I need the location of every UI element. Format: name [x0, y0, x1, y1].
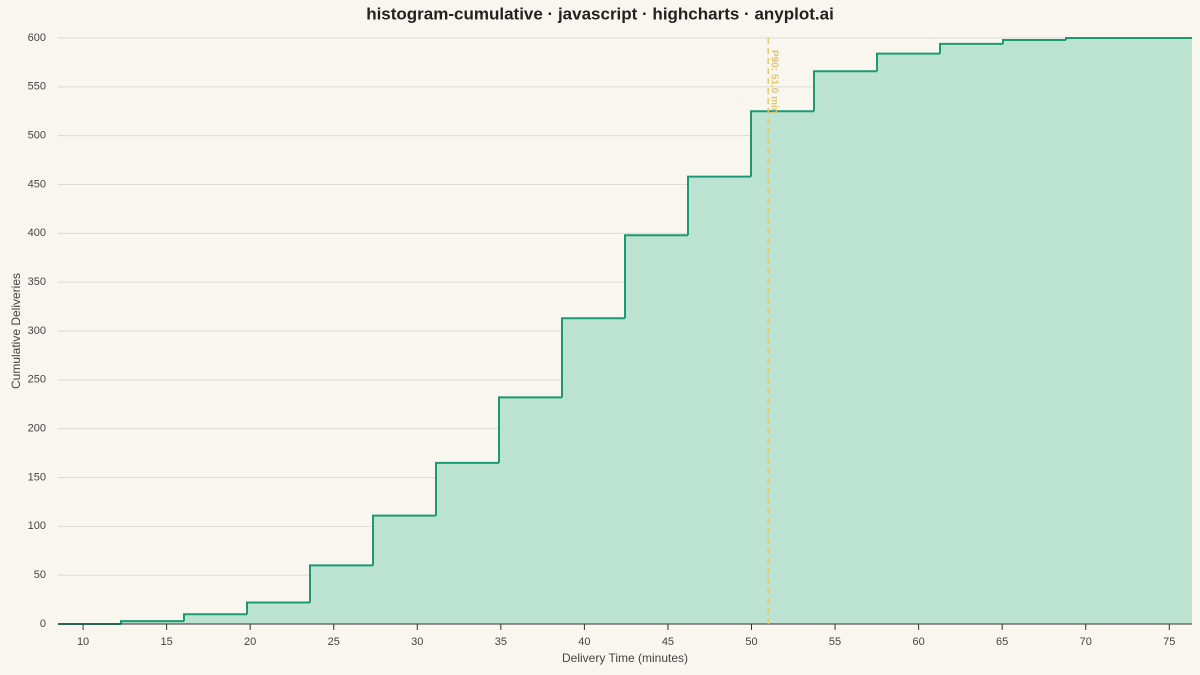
x-axis-title: Delivery Time (minutes) — [562, 651, 688, 665]
y-tick-label: 350 — [28, 276, 46, 288]
bar — [877, 53, 940, 625]
y-tick-label: 600 — [28, 32, 46, 44]
step-line — [498, 396, 562, 463]
step-line — [750, 110, 814, 177]
y-tick-label: 0 — [40, 618, 46, 630]
step-line — [1065, 37, 1129, 40]
bar — [184, 614, 247, 624]
x-tick-label: 70 — [1080, 636, 1092, 648]
x-tick-label: 10 — [77, 636, 89, 648]
step-line — [372, 514, 436, 566]
bar — [247, 602, 310, 624]
step-line — [183, 613, 247, 622]
step-line — [246, 601, 310, 615]
x-tick-label: 60 — [912, 636, 924, 648]
y-tick-label: 50 — [34, 569, 46, 581]
bar — [121, 621, 184, 624]
x-tick-label: 20 — [244, 636, 256, 648]
bar — [1129, 38, 1192, 624]
x-tick-label: 50 — [745, 636, 757, 648]
x-tick-label: 55 — [829, 636, 841, 648]
step-line — [435, 461, 499, 516]
y-axis-title: Cumulative Deliveries — [9, 273, 23, 389]
step-line — [939, 42, 1003, 54]
step-line — [624, 234, 688, 319]
y-tick-label: 550 — [28, 81, 46, 93]
step-line — [561, 317, 625, 398]
y-tick-label: 300 — [28, 325, 46, 337]
bar — [751, 111, 814, 624]
bar — [814, 71, 877, 624]
bar — [688, 176, 751, 625]
bar — [373, 515, 436, 624]
y-tick-label: 150 — [28, 471, 46, 483]
x-tick-label: 45 — [662, 636, 674, 648]
x-tick-label: 30 — [411, 636, 423, 648]
bar — [436, 462, 499, 624]
bar — [499, 397, 562, 624]
y-tick-label: 200 — [28, 423, 46, 435]
bar — [940, 43, 1003, 625]
bar — [310, 565, 373, 624]
x-tick-label: 65 — [996, 636, 1008, 648]
y-tick-label: 100 — [28, 520, 46, 532]
y-tick-label: 400 — [28, 227, 46, 239]
bar — [1003, 39, 1066, 625]
bar — [1066, 38, 1129, 624]
x-tick-label: 40 — [578, 636, 590, 648]
step-line — [876, 52, 940, 72]
x-tick-label: 35 — [495, 636, 507, 648]
y-tick-label: 500 — [28, 130, 46, 142]
step-line — [813, 70, 877, 112]
step-line — [120, 620, 184, 624]
y-tick-label: 250 — [28, 374, 46, 386]
step-line — [309, 564, 373, 603]
x-tick-label: 15 — [160, 636, 172, 648]
chart-title: histogram-cumulative · javascript · high… — [366, 4, 834, 23]
step-line — [687, 175, 751, 236]
x-tick-label: 75 — [1163, 636, 1175, 648]
bar — [625, 235, 688, 624]
bar — [562, 318, 625, 624]
step-line — [1002, 38, 1066, 44]
x-tick-label: 25 — [328, 636, 340, 648]
y-tick-label: 450 — [28, 178, 46, 190]
reference-label: P90: 51.0 min — [769, 50, 780, 114]
